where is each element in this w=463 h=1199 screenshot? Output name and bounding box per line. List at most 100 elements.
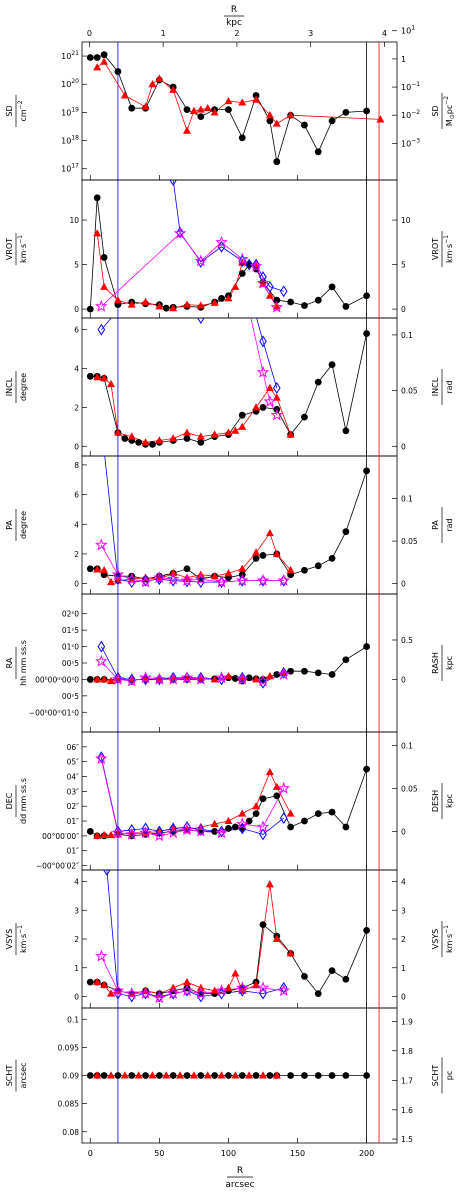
data-point-magenta <box>111 826 125 839</box>
data-point-red <box>107 830 116 839</box>
left-tick-label: 00°00′00″ <box>42 832 79 841</box>
data-point-red <box>272 393 281 401</box>
series-line-red <box>97 376 291 443</box>
data-point-red <box>183 300 191 308</box>
data-point-magenta <box>153 672 166 685</box>
data-point-red <box>252 403 261 411</box>
top-axis-tick-label: 2 <box>234 29 239 38</box>
panel-incl: 0 2 4 6 0 0.05 0.1 INCL degree INCL rad <box>5 286 454 457</box>
right-axis-unit: M⊙pc−2 <box>443 96 456 126</box>
data-point-magenta <box>125 674 139 687</box>
data-point-magenta <box>95 299 108 312</box>
right-axis-label: DESH <box>431 790 440 812</box>
data-point-red <box>376 115 385 123</box>
data-point-black <box>287 1072 295 1079</box>
data-point-black <box>245 674 253 682</box>
data-point-red <box>272 1071 281 1079</box>
left-tick-label: 0.09 <box>62 1072 79 1081</box>
data-point-red <box>100 830 109 839</box>
data-point-magenta <box>215 575 228 588</box>
data-point-red <box>210 986 219 994</box>
data-point-magenta <box>125 572 139 585</box>
data-point-magenta <box>235 574 249 586</box>
data-point-black <box>121 435 129 442</box>
left-axis-title: PA degree <box>5 509 28 541</box>
data-point-blue <box>155 825 164 838</box>
data-point-red <box>231 426 240 434</box>
data-point-black <box>86 1072 94 1079</box>
right-tick-label: 0.05 <box>401 537 418 546</box>
data-point-black <box>245 817 253 825</box>
data-point-black <box>287 298 295 306</box>
data-point-black <box>128 104 136 112</box>
data-point-blue <box>141 822 150 835</box>
right-tick-label: 10−2 <box>401 109 420 120</box>
data-point-black <box>238 134 246 142</box>
data-point-red <box>155 436 164 444</box>
right-axis-title: VSYS km·s−1 <box>431 921 454 957</box>
right-tick-label: 0.05 <box>401 387 418 396</box>
right-tick-label: 101 <box>401 25 415 36</box>
bottom-axis: 0 50 100 150 200 <box>88 1149 375 1158</box>
data-point-magenta <box>215 984 228 997</box>
data-point-magenta <box>235 981 249 994</box>
data-point-magenta <box>194 672 208 685</box>
data-point-black <box>342 975 350 983</box>
left-tick-label: 4 <box>74 520 79 529</box>
data-point-blue <box>169 671 177 684</box>
data-point-red <box>93 565 102 573</box>
series-group <box>86 751 371 842</box>
data-point-black <box>342 528 350 536</box>
data-point-magenta <box>256 574 270 586</box>
data-point-blue-3 <box>259 335 267 348</box>
bottom-axis-tick-label: 0 <box>88 1149 93 1158</box>
panel-pa: 0 2 4 6 8 0 0.05 0.1 PA degree PA rad <box>5 455 454 595</box>
left-tick-label: 8 <box>74 461 79 470</box>
data-point-magenta <box>256 276 270 289</box>
data-point-black <box>328 361 336 369</box>
right-tick-label: 10 <box>401 216 411 225</box>
top-axis-unit: kpc <box>226 18 242 28</box>
data-point-magenta <box>235 252 249 265</box>
panel-frame <box>81 179 398 319</box>
right-tick-label: 0 <box>401 993 406 1002</box>
data-point-blue <box>259 828 267 841</box>
data-point-magenta <box>166 987 180 999</box>
data-point-red <box>203 1071 212 1079</box>
data-point-black <box>211 1072 219 1079</box>
data-point-black <box>342 1072 350 1079</box>
left-axis-unit: km·s−1 <box>17 925 28 953</box>
series-line-blue <box>100 757 284 835</box>
series-line-black <box>90 470 367 580</box>
data-point-red <box>93 831 102 839</box>
right-tick-label: 0.1 <box>401 331 413 340</box>
right-axis-label: SCHT <box>431 1065 440 1087</box>
data-point-black <box>363 643 371 650</box>
left-tick-label: −00ʰ00ᵐ01ˢ0 <box>29 708 79 717</box>
data-point-magenta <box>256 365 270 378</box>
data-point-blue <box>197 255 205 268</box>
data-point-blue <box>155 990 164 1003</box>
data-point-blue-3 <box>246 286 252 296</box>
left-axis-label: PA <box>5 520 14 530</box>
data-point-blue <box>217 825 226 838</box>
top-axis-title: R kpc <box>224 5 244 28</box>
data-point-magenta <box>166 826 180 839</box>
data-point-red <box>107 676 116 685</box>
data-point-red <box>210 571 219 580</box>
data-point-black <box>314 669 322 677</box>
data-point-red <box>252 801 261 810</box>
data-point-black <box>183 1072 191 1079</box>
series-group <box>86 1071 371 1079</box>
data-point-magenta <box>235 817 249 830</box>
data-point-black <box>301 302 308 309</box>
data-point-black <box>231 823 239 831</box>
data-point-red <box>162 1071 171 1079</box>
right-axis-unit: rad <box>445 380 454 393</box>
left-tick-label: 6 <box>74 491 79 500</box>
left-axis-unit: degree <box>19 373 28 401</box>
data-point-blue <box>114 671 122 684</box>
data-point-red <box>272 934 281 942</box>
left-tick-label: 1020 <box>61 78 79 89</box>
bottom-axis-tick-label: 100 <box>221 1149 236 1158</box>
